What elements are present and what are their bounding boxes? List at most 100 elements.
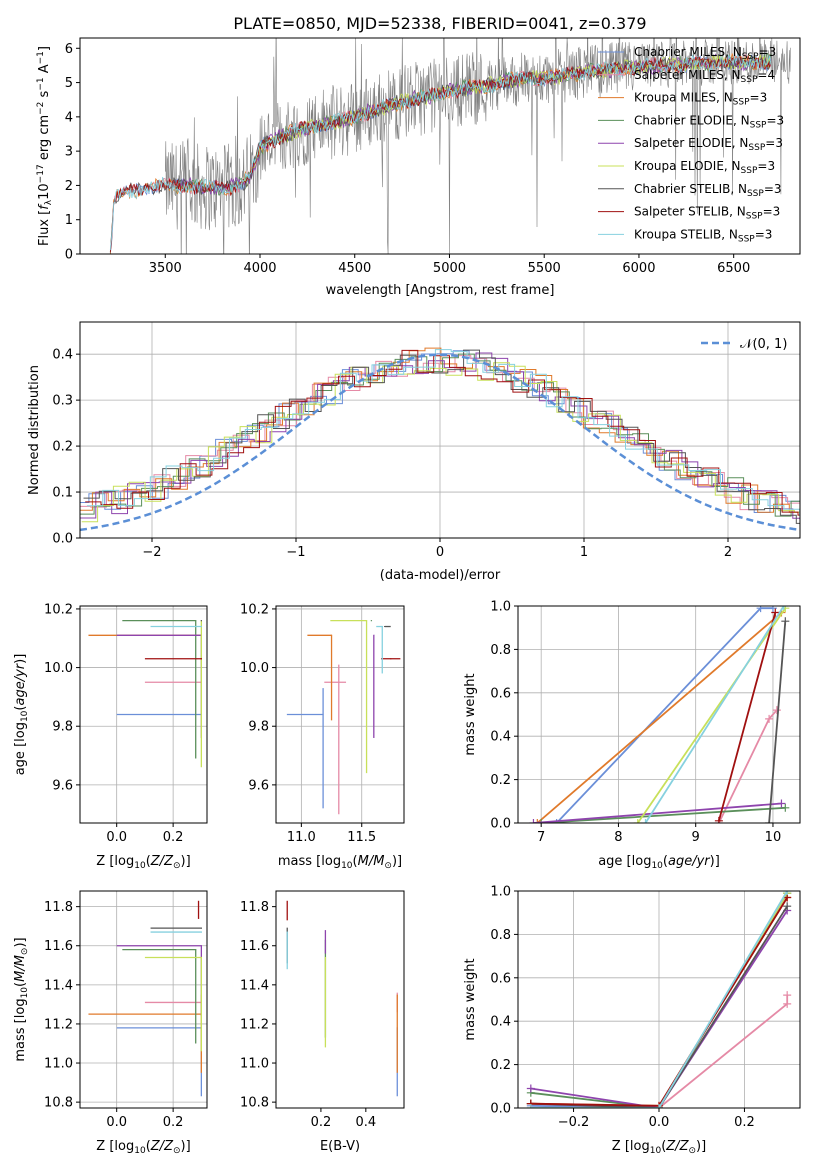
axes: 11.0 11.5 9.6 9.8 10.0 10.2 — [240, 602, 405, 845]
cumulative-age-panel: 7 8 9 10 0.0 0.2 0.4 0.6 0.8 1.0 age [log10(age/yr… — [463, 600, 801, 871]
x-axis-label: wavelength [Angstrom, rest frame] — [326, 283, 555, 298]
y-tick-label: 0.4 — [490, 1015, 511, 1030]
histogram-kroupa-elodie — [81, 362, 800, 523]
histogram-salpeter-stelib — [85, 349, 800, 516]
axes: 0.2 0.4 10.8 11.0 11.2 11.4 11.6 11.8 — [240, 890, 405, 1130]
histogram-chabrier-miles — [80, 350, 800, 513]
point-kroupa-stelib — [150, 931, 203, 933]
series-marker — [714, 816, 723, 823]
y-tick-label: 0.0 — [52, 532, 73, 547]
x-axis-label: Z [log10(Z/Z⊙)] — [96, 1139, 190, 1156]
model-line-salpeter-stelib — [109, 54, 772, 252]
axes: −2 −1 0 1 2 0.0 0.1 0.2 0.3 0.4 — [52, 321, 801, 560]
point-chabrier-elodie — [122, 620, 197, 759]
grid — [80, 891, 207, 1108]
y-axis-label: age [log10(age/yr)] — [13, 654, 30, 776]
histogram-kroupa-stelib — [86, 349, 800, 516]
y-axis-label: Normed distribution — [27, 365, 42, 495]
series-marker — [779, 606, 788, 610]
y-tick-label: 11.0 — [44, 1057, 73, 1072]
y-axis-label: mass [log10(M/M⊙)] — [13, 937, 30, 1061]
x-tick-label: 3500 — [149, 261, 182, 276]
axes-frame — [275, 605, 405, 824]
age-vs-mass-panel: 11.0 11.5 9.6 9.8 10.0 10.2 mass [log10(M/M⊙)] — [240, 602, 405, 871]
y-tick-label: 0.3 — [52, 394, 73, 409]
x-tick-label: 0.2 — [163, 830, 184, 845]
histogram-salpeter-miles — [80, 355, 800, 511]
point-kroupa-elodie — [144, 956, 203, 1052]
point-salpeter-elodie — [373, 634, 375, 738]
y-tick-label: 0.4 — [52, 348, 73, 363]
axes-frame — [79, 890, 208, 1109]
y-tick-label: 11.4 — [240, 978, 269, 993]
y-tick-label: 11.0 — [240, 1057, 269, 1072]
y-tick-label: 9.6 — [248, 778, 269, 793]
point-chabrier-elodie — [122, 948, 197, 1044]
x-tick-label: 6000 — [622, 261, 655, 276]
series-marker — [655, 1104, 663, 1108]
y-tick-label: 11.8 — [44, 900, 73, 915]
x-tick-label: 5000 — [433, 261, 466, 276]
point-chabrier-stelib — [150, 927, 203, 929]
y-tick-label: 10.0 — [44, 661, 73, 676]
y-tick-label: 0.6 — [490, 686, 511, 701]
plot-area — [526, 891, 792, 1108]
legend-label-chabrier-stelib: Chabrier STELIB, NSSP=3 — [634, 182, 782, 199]
point-chabrier-miles — [116, 713, 203, 716]
x-tick-label: 5500 — [528, 261, 561, 276]
y-tick-label: 0.8 — [490, 643, 511, 658]
y-tick-label: 0.0 — [490, 817, 511, 832]
axes: −0.2 0.0 0.2 0.0 0.2 0.4 0.6 0.8 1.0 — [490, 885, 801, 1130]
series-marker — [537, 819, 546, 823]
x-tick-label: 0 — [436, 545, 444, 560]
x-tick-label: 4000 — [243, 261, 276, 276]
series-line — [555, 607, 773, 823]
x-tick-label: 10 — [765, 830, 782, 845]
series-marker — [781, 617, 790, 626]
series-marker — [783, 891, 792, 895]
y-tick-label: 11.4 — [44, 978, 73, 993]
series-marker — [783, 991, 792, 1000]
series-line — [637, 607, 787, 823]
y-tick-label: 0.1 — [52, 486, 73, 501]
legend-label-chabrier-elodie: Chabrier ELODIE, NSSP=3 — [634, 113, 784, 130]
x-tick-label: 0.0 — [106, 1115, 127, 1130]
legend: Chabrier MILES, NSSP=3 Salpeter MILES, NS… — [598, 45, 784, 244]
mass-vs-ebv-panel: 0.2 0.4 10.8 11.0 11.2 11.4 11.6 11.8 E(B-V) — [240, 890, 405, 1154]
axes: 7 8 9 10 0.0 0.2 0.4 0.6 0.8 1.0 — [490, 600, 801, 845]
x-tick-label: 0.2 — [734, 1115, 755, 1130]
series-marker — [526, 1084, 535, 1093]
series-line — [718, 612, 777, 822]
point-salpeter-miles — [324, 664, 347, 815]
y-tick-label: 9.8 — [52, 720, 73, 735]
series-marker — [641, 819, 650, 823]
x-tick-label: −1 — [286, 545, 305, 560]
point-kroupa-stelib — [376, 625, 383, 674]
y-tick-label: 9.6 — [52, 778, 73, 793]
y-tick-label: 0.2 — [490, 773, 511, 788]
series-marker — [783, 902, 792, 911]
x-tick-label: 11.5 — [347, 830, 376, 845]
series-line — [533, 802, 782, 823]
y-tick-label: 11.6 — [44, 939, 73, 954]
model-line-kroupa-stelib — [109, 53, 772, 251]
x-tick-label: 0.2 — [163, 1115, 184, 1130]
point-chabrier-stelib — [200, 620, 203, 622]
x-tick-label: −0.2 — [558, 1115, 590, 1130]
point-chabrier-miles — [286, 688, 324, 809]
x-tick-label: 8 — [614, 830, 622, 845]
series-kroupa-stelib — [526, 891, 792, 1108]
series-salpeter-stelib — [714, 608, 780, 823]
axes: 3500 4000 4500 5000 5500 6000 6500 0 1 2 3 4 5 6 — [65, 37, 801, 276]
x-tick-label: 11.0 — [287, 830, 316, 845]
series-salpeter-elodie — [529, 799, 786, 823]
histogram-chabrier-elodie — [80, 353, 800, 517]
series-marker — [529, 819, 538, 823]
y-tick-label: 1.0 — [490, 600, 511, 615]
y-tick-label: 0.8 — [490, 928, 511, 943]
y-tick-label: 4 — [65, 110, 73, 125]
series-marker — [756, 606, 765, 613]
point-chabrier-elodie — [370, 620, 373, 622]
series-marker — [783, 999, 792, 1008]
